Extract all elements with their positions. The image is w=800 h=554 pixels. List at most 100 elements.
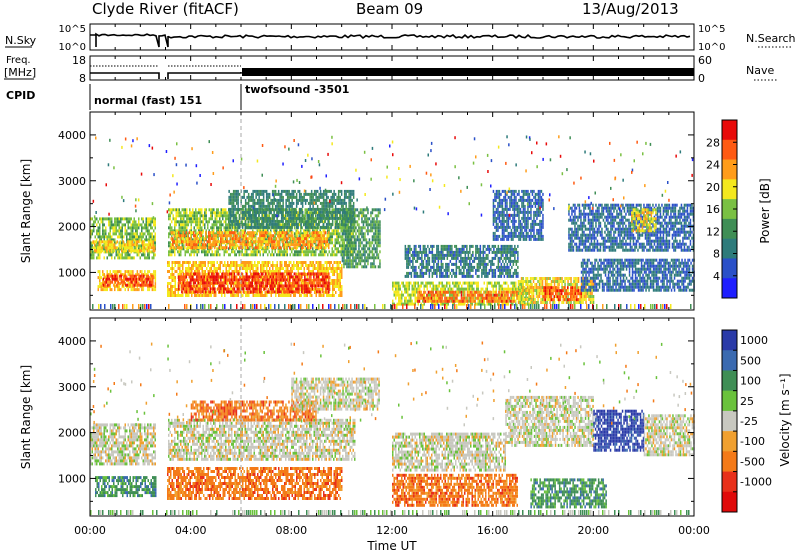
heat-cell — [338, 279, 340, 282]
heat-cell — [192, 261, 194, 264]
heat-cell — [238, 240, 240, 244]
heat-cell — [283, 234, 285, 238]
heat-cell — [231, 294, 233, 297]
heat-cell — [339, 273, 341, 276]
heat-cell — [325, 195, 328, 199]
heat-cell — [231, 291, 233, 294]
heat-cell — [190, 226, 192, 230]
heat-cell — [333, 232, 335, 236]
heat-cell — [193, 272, 195, 276]
heat-cell — [241, 253, 243, 257]
heat-cell — [331, 210, 334, 214]
heat-cell — [226, 217, 228, 221]
heat-cell — [212, 243, 214, 247]
heat-cell — [305, 278, 308, 282]
heat-cell — [278, 290, 281, 294]
heat-cell — [277, 234, 279, 238]
heat-cell — [248, 234, 250, 238]
heat-cell — [153, 256, 155, 260]
heat-cell — [245, 243, 247, 247]
heat-cell — [295, 214, 297, 218]
heat-cell — [197, 240, 199, 244]
heat-cell — [178, 240, 180, 244]
heat-cell — [259, 204, 262, 208]
heat-cell — [229, 226, 231, 230]
heat-cell — [298, 284, 300, 288]
heat-cell — [295, 216, 298, 220]
heat-cell — [295, 275, 297, 279]
heat-cell — [232, 231, 234, 235]
heat-cell — [231, 225, 233, 229]
heat-cell — [297, 211, 299, 215]
heat-cell — [108, 223, 110, 227]
heat-cell — [99, 253, 101, 257]
heat-cell — [129, 232, 131, 236]
heat-cell — [124, 270, 126, 274]
heat-cell — [282, 244, 284, 248]
freq-trace — [90, 72, 242, 79]
heat-cell — [121, 249, 123, 253]
heat-cell — [259, 222, 262, 226]
heat-cell — [313, 189, 316, 193]
heat-cell — [307, 284, 309, 288]
heat-cell — [100, 276, 102, 280]
heat-cell — [141, 277, 144, 281]
heat-cell — [252, 250, 254, 254]
heat-cell — [246, 253, 248, 257]
heat-cell — [232, 210, 235, 214]
heat-cell — [277, 219, 280, 223]
heat-cell — [231, 198, 233, 202]
heat-cell — [106, 240, 108, 244]
heat-cell — [280, 210, 283, 214]
heat-cell — [319, 231, 321, 235]
heat-cell — [109, 229, 111, 233]
heat-cell — [209, 270, 211, 273]
heat-cell — [113, 246, 115, 250]
heat-cell — [265, 210, 268, 214]
heat-cell — [247, 240, 249, 244]
heat-cell — [280, 192, 283, 196]
heat-cell — [212, 287, 215, 291]
heat-cell — [210, 270, 212, 273]
heat-cell — [147, 277, 150, 281]
heat-cell — [141, 244, 143, 248]
heat-cell — [306, 253, 308, 257]
heat-cell — [192, 217, 194, 221]
heat-cell — [211, 235, 213, 239]
heat-cell — [219, 214, 221, 218]
heat-cell — [276, 198, 278, 202]
heat-cell — [321, 219, 323, 223]
heat-cell — [143, 274, 145, 278]
heat-cell — [212, 275, 215, 279]
heat-cell — [259, 189, 262, 193]
heat-cell — [302, 264, 304, 267]
heat-cell — [288, 204, 290, 208]
heat-cell — [218, 290, 221, 294]
heat-cell — [296, 237, 298, 241]
heat-cell — [91, 247, 93, 251]
heat-cell — [178, 208, 180, 212]
heat-cell — [243, 189, 245, 193]
heat-cell — [198, 270, 200, 273]
heat-cell — [338, 288, 340, 291]
heat-cell — [288, 189, 290, 193]
heat-cell — [270, 219, 272, 223]
heat-cell — [106, 217, 108, 221]
heat-cell — [289, 204, 292, 208]
heat-cell — [322, 275, 324, 279]
heat-cell — [190, 250, 192, 254]
heat-cell — [154, 282, 157, 286]
heat-cell — [310, 278, 312, 282]
heat-cell — [107, 280, 109, 284]
heat-cell — [339, 241, 341, 245]
heat-cell — [194, 237, 196, 241]
heat-cell — [169, 250, 171, 254]
heat-cell — [238, 237, 240, 241]
heat-cell — [187, 250, 189, 254]
heat-cell — [313, 284, 315, 288]
heat-cell — [331, 204, 334, 208]
heat-cell — [285, 204, 287, 208]
heat-cell — [184, 240, 186, 244]
heat-cell — [273, 201, 275, 205]
heat-cell — [109, 240, 111, 244]
